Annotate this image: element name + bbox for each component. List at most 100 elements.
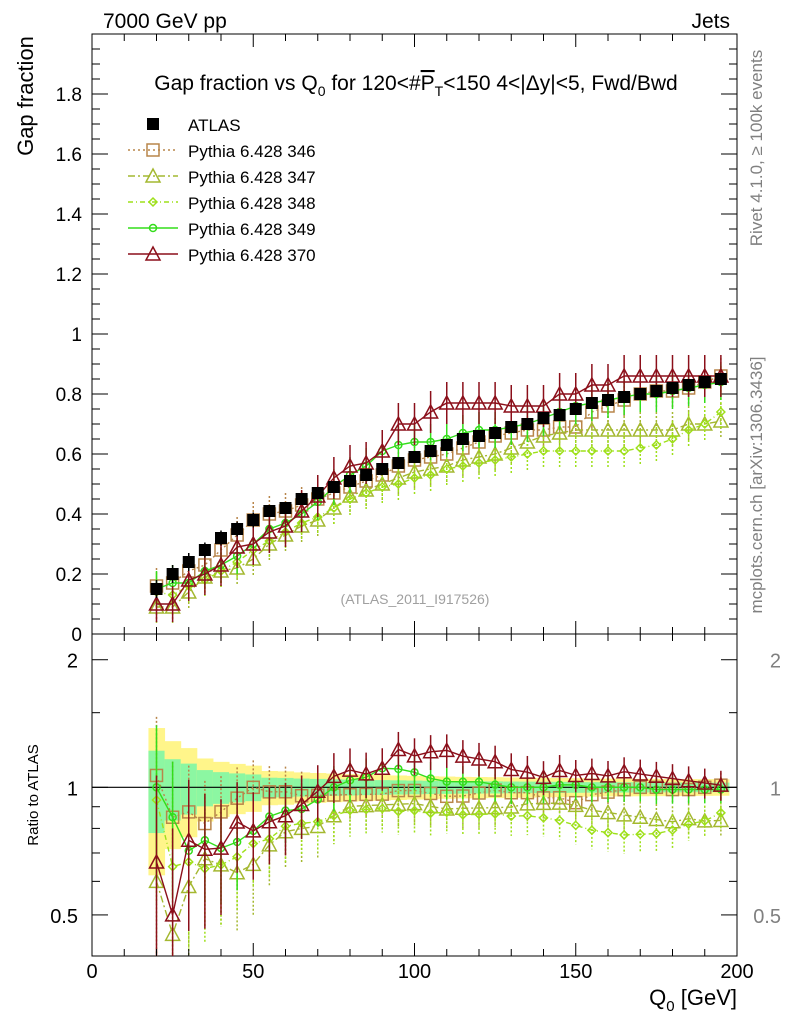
ratio-tick-label: 2 [67, 651, 78, 673]
ratio-point [486, 753, 504, 769]
legend-label: Pythia 6.428 349 [188, 220, 316, 239]
data-point [635, 442, 646, 454]
ratio-point [490, 808, 501, 819]
ratio-point [164, 906, 181, 922]
data-point [551, 385, 568, 401]
ratio-point [328, 810, 339, 821]
data-point [293, 502, 310, 518]
ratio-tick-label: 0.5 [50, 906, 78, 928]
data-point [182, 556, 195, 568]
ratio-point [357, 765, 375, 781]
y-axis-title: Gap fraction [13, 36, 38, 156]
legend-label: Pythia 6.428 347 [188, 168, 316, 187]
data-point [648, 367, 665, 383]
ratio-point [373, 759, 391, 776]
data-point [247, 514, 260, 526]
x-tick-label: 200 [720, 961, 753, 983]
data-point [599, 421, 617, 437]
data-point [554, 445, 565, 457]
data-point [456, 433, 469, 445]
data-point [373, 442, 391, 458]
data-point [583, 421, 601, 437]
legend-marker [144, 167, 162, 183]
data-point [602, 445, 614, 457]
rivet-version-label: Rivet 4.1.0, ≥ 100k events [747, 50, 766, 246]
data-point [215, 532, 227, 544]
data-point [361, 487, 372, 499]
chart-title: Gap fraction vs Q0 for 120<#PT<150 4<|Δy… [154, 72, 677, 99]
beam-label: 7000 GeV pp [103, 10, 227, 33]
data-point [634, 388, 647, 400]
data-point [244, 535, 262, 551]
data-point [599, 376, 617, 392]
data-point [567, 421, 585, 437]
ratio-point [664, 769, 681, 786]
legend-label: Pythia 6.428 346 [188, 142, 316, 161]
ratio-point [168, 812, 177, 822]
data-point [570, 445, 581, 457]
data-point [198, 544, 211, 556]
ratio-point [377, 803, 388, 814]
y-tick-label: 1.2 [56, 265, 82, 286]
data-point [457, 460, 468, 472]
ratio-point [567, 796, 585, 813]
ratio-point [293, 795, 310, 812]
ratio-tick-label-right: 1 [770, 778, 781, 800]
data-point [473, 430, 485, 442]
series-atlas [150, 373, 727, 598]
ratio-point [361, 804, 372, 815]
y-tick-label: 0 [71, 625, 82, 646]
data-point [344, 475, 356, 487]
main-axis-ticks: 0 0.2 0.4 0.6 0.8 1 1.2 1.4 1.6 1.8 [56, 34, 738, 646]
data-point [425, 469, 436, 481]
ratio-point [261, 813, 278, 829]
data-point [422, 403, 439, 419]
ratio-point [680, 772, 697, 788]
main-panel: 0 0.2 0.4 0.6 0.8 1 1.2 1.4 1.6 1.8 Gap fraction … [56, 33, 738, 646]
data-point [699, 418, 710, 430]
ratio-point [457, 809, 468, 820]
data-point [502, 397, 520, 413]
data-point [263, 505, 276, 517]
ratio-point [570, 820, 581, 831]
data-point [392, 457, 405, 469]
ratio-uncertainty-band-inner [196, 770, 214, 807]
ratio-point [712, 811, 730, 828]
data-point [651, 439, 662, 451]
data-point [150, 583, 163, 595]
data-point [489, 427, 502, 439]
ratio-point [586, 825, 597, 836]
data-point [602, 394, 614, 406]
data-point [538, 445, 549, 457]
data-point [553, 409, 566, 421]
data-point [521, 418, 534, 430]
ratio-point [583, 764, 601, 781]
ratio-point [426, 774, 435, 783]
ratio-point [390, 740, 407, 757]
ratio-point [567, 766, 585, 783]
data-point [683, 424, 694, 436]
ratio-tick-label: 1 [67, 778, 78, 800]
ratio-point [699, 815, 710, 826]
legend: ATLAS Pythia 6.428 346 Pythia 6.428 347 Pyt… [128, 116, 316, 265]
y-tick-label: 0.8 [56, 385, 82, 406]
data-point [377, 481, 388, 493]
ratio-point [473, 809, 485, 820]
data-point [279, 502, 292, 514]
data-point [583, 376, 601, 392]
data-point [585, 397, 598, 409]
ratio-point [667, 825, 678, 836]
ratio-point [228, 813, 246, 829]
ratio-point [196, 840, 214, 857]
legend-marker [146, 143, 160, 157]
ratio-point [490, 780, 500, 789]
data-point [212, 556, 230, 572]
data-point [522, 448, 533, 460]
data-point [519, 397, 536, 413]
data-point [309, 511, 327, 527]
data-point [569, 403, 582, 415]
legend-label: Pythia 6.428 370 [188, 246, 316, 265]
data-point [424, 445, 437, 457]
data-point [615, 367, 633, 383]
